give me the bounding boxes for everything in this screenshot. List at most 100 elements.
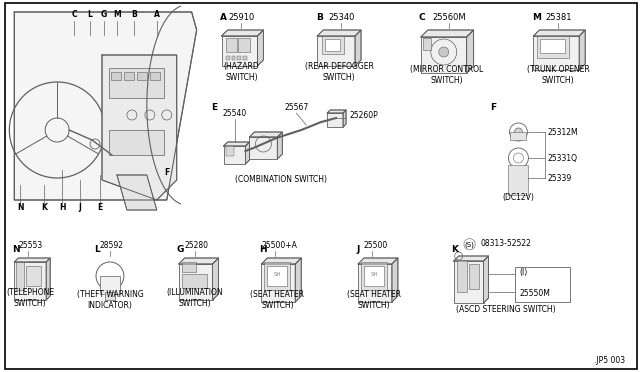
Circle shape [439,47,449,57]
Text: H: H [59,203,65,212]
Text: (I): (I) [520,267,528,276]
Polygon shape [467,30,474,73]
Polygon shape [250,132,282,137]
Text: K: K [451,245,458,254]
Text: (ILLUMINATION
SWITCH): (ILLUMINATION SWITCH) [166,288,223,308]
Text: L: L [88,10,92,19]
Bar [421,37,467,73]
Text: 25550M: 25550M [520,289,550,298]
Text: N: N [12,245,20,254]
Polygon shape [358,258,398,264]
Bar [533,36,579,70]
Bar [327,113,343,127]
Bar [150,72,160,80]
Text: 25339: 25339 [547,173,572,183]
Text: 25331Q: 25331Q [547,154,577,163]
Bar [317,36,355,66]
Bar [223,146,246,164]
Text: (TELEPHONE
SWITCH): (TELEPHONE SWITCH) [6,288,54,308]
Text: C: C [419,13,426,22]
Bar [322,36,344,54]
Bar [509,165,529,195]
Text: A: A [220,13,227,22]
Text: J: J [356,245,360,254]
Text: H: H [259,245,267,254]
Text: E: E [97,203,102,212]
Bar [361,262,387,290]
Bar [225,56,230,60]
Text: 25567: 25567 [284,103,308,112]
Polygon shape [343,110,346,127]
Text: E: E [212,103,218,112]
Bar [538,36,569,58]
Bar [111,72,121,80]
Text: K: K [41,203,47,212]
Bar [264,262,291,290]
Bar [182,274,207,288]
Bar [100,276,120,294]
Text: (TRUNK OPENER
SWITCH): (TRUNK OPENER SWITCH) [527,65,589,85]
Bar [454,261,484,303]
Bar [225,146,234,156]
Bar [221,36,257,66]
Bar [358,264,392,302]
Text: B: B [131,10,137,19]
Bar [109,68,164,98]
Text: 25910: 25910 [228,13,255,22]
Bar [325,39,340,51]
Bar [16,262,24,290]
Bar [261,264,295,302]
Polygon shape [14,258,50,262]
Polygon shape [46,258,50,300]
Text: G: G [177,245,184,254]
Bar [26,266,41,286]
Bar [250,137,277,159]
Polygon shape [327,110,346,113]
Bar [137,72,147,80]
Text: .JP5 003: .JP5 003 [594,356,625,365]
Text: 25280: 25280 [185,241,209,250]
Text: 25260P: 25260P [349,111,378,120]
Text: (COMBINATION SWITCH): (COMBINATION SWITCH) [236,175,327,184]
Text: J: J [79,203,81,212]
Text: 08313-52522: 08313-52522 [481,239,531,248]
Polygon shape [179,258,219,264]
Bar [237,56,241,60]
Bar [105,292,115,300]
Text: M: M [532,13,541,22]
Text: SH: SH [273,272,281,277]
Bar [179,264,212,300]
Bar [423,38,431,50]
Text: (REAR DEFOGGER
SWITCH): (REAR DEFOGGER SWITCH) [305,62,374,82]
Text: (S): (S) [465,241,474,247]
Text: 25500+A: 25500+A [261,241,297,250]
Polygon shape [392,258,398,302]
Text: A: A [154,10,160,19]
Bar [268,266,287,286]
Polygon shape [421,30,474,37]
Text: 25312M: 25312M [547,128,578,137]
Text: 28592: 28592 [100,241,124,250]
Text: (DC12V): (DC12V) [502,193,534,202]
Bar [225,38,237,52]
Text: 25340: 25340 [328,13,355,22]
Text: (HAZARD
SWITCH): (HAZARD SWITCH) [223,62,259,82]
Polygon shape [484,256,488,303]
Bar [468,264,479,289]
Bar [239,38,250,52]
Text: 25540: 25540 [222,109,246,118]
Bar [540,39,565,53]
Polygon shape [355,30,361,66]
Text: 25553: 25553 [18,241,42,250]
Text: (SEAT HEATER
SWITCH): (SEAT HEATER SWITCH) [347,290,401,310]
Polygon shape [277,132,282,159]
Bar [124,72,134,80]
Text: F: F [164,168,169,177]
Text: F: F [490,103,497,112]
Polygon shape [223,142,250,146]
Text: (THEFT WARNING
INDICATOR): (THEFT WARNING INDICATOR) [77,290,143,310]
Text: 25500: 25500 [364,241,388,250]
Text: (MIRROR CONTROL
SWITCH): (MIRROR CONTROL SWITCH) [410,65,483,85]
Text: C: C [71,10,77,19]
Circle shape [515,128,522,136]
